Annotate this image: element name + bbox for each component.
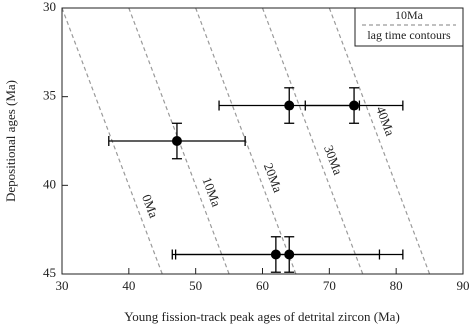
y-tick-label: 40 [43, 176, 56, 191]
y-tick-label: 35 [43, 88, 56, 103]
lag-contour [195, 8, 297, 274]
contour-label: 10Ma [199, 175, 224, 209]
data-point [284, 249, 295, 260]
x-tick-label: 40 [122, 278, 135, 293]
x-tick-label: 80 [390, 278, 403, 293]
x-axis-label: Young fission-track peak ages of detrita… [124, 309, 400, 324]
contour-label: 20Ma [261, 161, 286, 195]
data-point [171, 136, 182, 146]
contour-label: 0Ma [139, 192, 162, 220]
y-tick-label: 45 [43, 265, 56, 280]
lag-contour [261, 8, 364, 274]
legend-label: lag time contours [367, 28, 451, 42]
data-point [284, 100, 295, 111]
x-tick-label: 90 [457, 278, 470, 293]
x-tick-label: 70 [323, 278, 336, 293]
data-point [349, 100, 360, 111]
x-tick-label: 30 [56, 278, 69, 293]
y-tick-label: 30 [43, 0, 56, 14]
legend-box [354, 7, 464, 47]
x-tick-label: 60 [256, 278, 269, 293]
legend-sample: 10Ma [395, 8, 424, 22]
x-tick-label: 50 [189, 278, 202, 293]
lag-contour [328, 8, 431, 274]
y-axis-label: Depositional ages (Ma) [3, 80, 18, 202]
